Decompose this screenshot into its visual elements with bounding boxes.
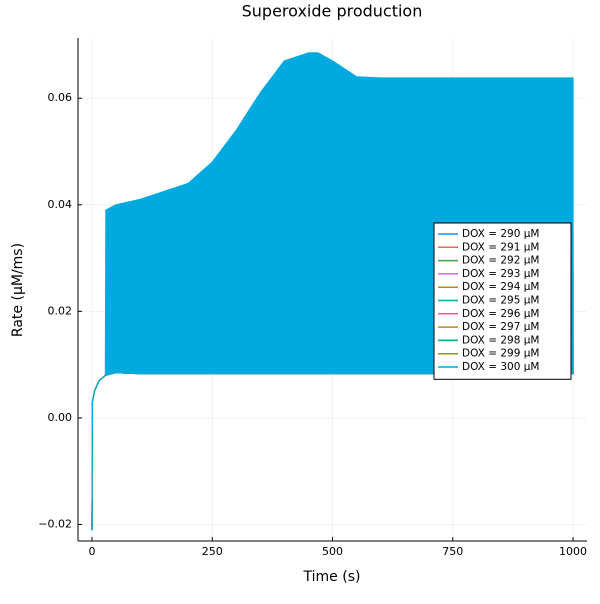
x-tick-label: 1000 (559, 545, 587, 558)
x-tick-label: 0 (88, 545, 95, 558)
y-tick-label: −0.02 (38, 517, 72, 530)
legend-label: DOX = 299 μM (462, 348, 539, 360)
legend-label: DOX = 292 μM (462, 255, 539, 267)
legend-label: DOX = 293 μM (462, 268, 539, 280)
legend-label: DOX = 297 μM (462, 321, 539, 333)
series-band (91, 52, 574, 531)
x-tick-label: 250 (202, 545, 223, 558)
chart-title: Superoxide production (242, 2, 423, 21)
x-tick-label: 750 (442, 545, 463, 558)
x-axis-label: Time (s) (303, 569, 361, 585)
legend-label: DOX = 291 μM (462, 241, 539, 253)
x-tick-label: 500 (322, 545, 343, 558)
y-tick-label: 0.00 (48, 411, 73, 424)
legend-label: DOX = 298 μM (462, 334, 539, 346)
legend-label: DOX = 300 μM (462, 361, 539, 373)
legend-label: DOX = 295 μM (462, 295, 539, 307)
legend-label: DOX = 290 μM (462, 228, 539, 240)
y-tick-label: 0.06 (48, 91, 73, 104)
y-tick-label: 0.02 (48, 304, 73, 317)
y-tick-label: 0.04 (48, 198, 73, 211)
legend-label: DOX = 296 μM (462, 308, 539, 320)
legend-label: DOX = 294 μM (462, 281, 539, 293)
y-axis-label: Rate (μM/ms) (10, 243, 26, 337)
